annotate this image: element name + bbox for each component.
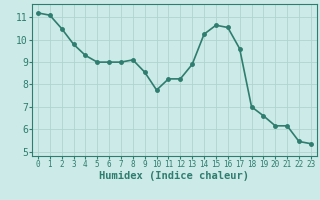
X-axis label: Humidex (Indice chaleur): Humidex (Indice chaleur) xyxy=(100,171,249,181)
